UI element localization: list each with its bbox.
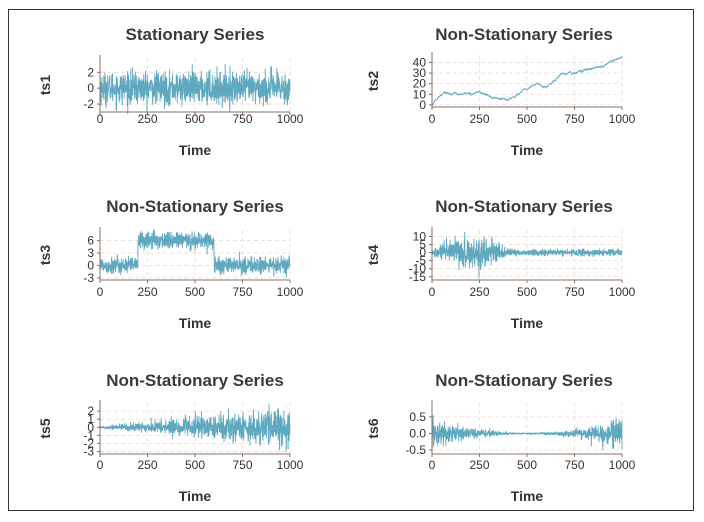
x-tick-label: 0: [429, 458, 436, 472]
y-tick-label: 30: [413, 66, 427, 80]
y-axis-label: ts4: [365, 245, 381, 265]
y-tick-label: -10: [409, 262, 427, 276]
x-axis-label: Time: [179, 488, 212, 504]
x-tick-label: 0: [97, 458, 104, 472]
y-tick-label: 20: [413, 77, 427, 91]
x-tick-label: 500: [517, 112, 537, 126]
chart-panel-5: Non-Stationary Series 0 250 500 750 1000 -3-2-…: [37, 371, 304, 504]
series-line: [431, 231, 623, 279]
x-tick-label: 0: [429, 285, 436, 299]
x-tick-label: 750: [564, 112, 584, 126]
y-tick-label: 0: [87, 420, 94, 434]
x-tick-label: 750: [232, 112, 252, 126]
y-tick-label: -3: [83, 445, 94, 459]
y-tick-label: 40: [413, 55, 427, 69]
y-tick-label: -2: [83, 97, 94, 111]
y-axis-label: ts5: [37, 418, 53, 438]
x-tick-label: 0: [429, 112, 436, 126]
x-tick-label: 750: [564, 285, 584, 299]
chart-title: Non-Stationary Series: [106, 371, 284, 390]
y-axis-label: ts1: [37, 75, 53, 95]
y-tick-label: -3: [83, 271, 94, 285]
x-axis-label: Time: [511, 488, 544, 504]
x-tick-label: 250: [137, 112, 157, 126]
chart-panel-2: Non-Stationary Series 0 250 500 750 1000 01020…: [365, 25, 636, 158]
x-tick-label: 500: [185, 112, 205, 126]
x-tick-label: 750: [232, 285, 252, 299]
y-tick-label: 1: [87, 412, 94, 426]
chart-title: Non-Stationary Series: [435, 371, 613, 390]
y-tick-label: 2: [87, 404, 94, 418]
y-tick-label: 0.0: [409, 426, 426, 440]
x-axis-label: Time: [179, 315, 212, 331]
series-line: [99, 63, 291, 115]
x-tick-label: 1000: [277, 285, 304, 299]
x-tick-label: 1000: [609, 458, 636, 472]
y-tick-label: -15: [409, 270, 427, 284]
x-axis-label: Time: [511, 315, 544, 331]
x-tick-label: 500: [517, 458, 537, 472]
y-tick-label: 0.5: [409, 410, 426, 424]
y-axis-label: ts2: [365, 71, 381, 91]
x-tick-label: 250: [469, 285, 489, 299]
x-tick-label: 250: [469, 112, 489, 126]
x-tick-label: 250: [137, 458, 157, 472]
x-axis-label: Time: [511, 142, 544, 158]
series-line: [99, 403, 291, 452]
y-tick-label: -0.5: [405, 443, 426, 457]
x-tick-label: 750: [232, 458, 252, 472]
x-tick-label: 250: [137, 285, 157, 299]
y-tick-label: 10: [413, 87, 427, 101]
chart-panel-6: Non-Stationary Series 0 250 500 750 1000 -0.5 0…: [365, 371, 636, 504]
chart-panel-4: Non-Stationary Series 0 250 500 750 1000 -15-1…: [365, 197, 636, 331]
y-tick-label: 0: [419, 98, 426, 112]
y-tick-label: 0: [87, 258, 94, 272]
y-tick-label: 10: [413, 229, 427, 243]
x-axis-label: Time: [179, 142, 212, 158]
x-tick-label: 1000: [277, 458, 304, 472]
x-tick-label: 1000: [277, 112, 304, 126]
y-tick-label: -2: [83, 436, 94, 450]
y-tick-label: -1: [83, 428, 94, 442]
x-tick-label: 500: [185, 458, 205, 472]
x-tick-label: 0: [97, 285, 104, 299]
x-tick-label: 500: [517, 285, 537, 299]
y-tick-label: -5: [415, 254, 426, 268]
series-line: [431, 56, 623, 106]
y-tick-label: 6: [87, 233, 94, 247]
figure-border: [8, 9, 694, 511]
y-tick-label: 0: [419, 246, 426, 260]
chart-title: Non-Stationary Series: [106, 197, 284, 216]
x-tick-label: 250: [469, 458, 489, 472]
y-axis-label: ts6: [365, 418, 381, 438]
y-tick-label: 3: [87, 246, 94, 260]
chart-title: Non-Stationary Series: [435, 197, 613, 216]
chart-title: Stationary Series: [126, 25, 265, 44]
y-tick-label: 2: [87, 65, 94, 79]
x-tick-label: 1000: [609, 285, 636, 299]
series-line: [99, 229, 291, 278]
x-tick-label: 0: [97, 112, 104, 126]
y-tick-label: 5: [419, 238, 426, 252]
x-tick-label: 500: [185, 285, 205, 299]
x-tick-label: 750: [564, 458, 584, 472]
y-axis-label: ts3: [37, 245, 53, 265]
x-tick-label: 1000: [609, 112, 636, 126]
chart-title: Non-Stationary Series: [435, 25, 613, 44]
series-line: [431, 415, 623, 451]
y-tick-label: 0: [87, 81, 94, 95]
